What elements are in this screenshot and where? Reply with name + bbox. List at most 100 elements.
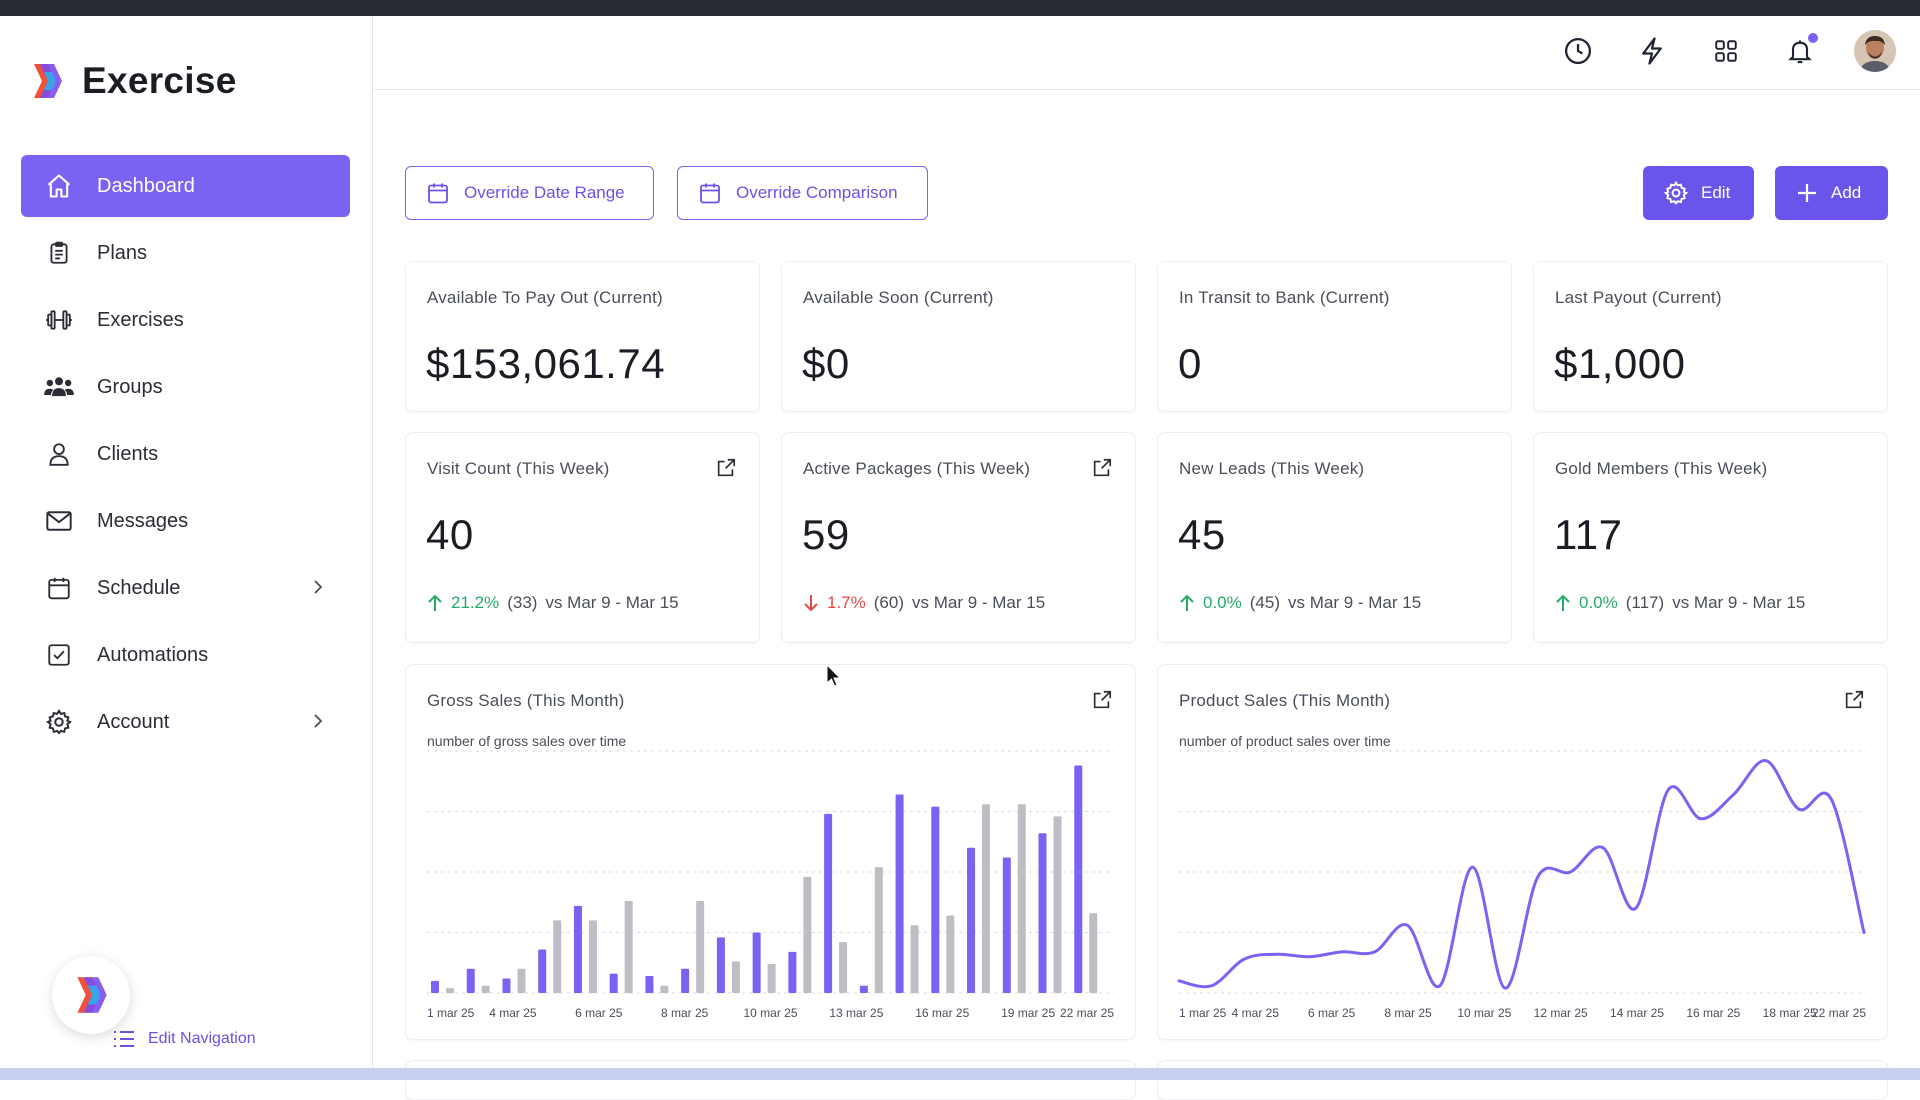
- sidebar-item-schedule[interactable]: Schedule: [21, 557, 350, 619]
- stat-card-value: 40: [426, 511, 474, 558]
- bar-previous: [517, 968, 526, 993]
- bar-current: [431, 980, 439, 993]
- add-button[interactable]: Add: [1775, 166, 1888, 220]
- bar-current: [716, 937, 725, 993]
- quick-actions-button[interactable]: [1632, 31, 1672, 71]
- notifications-button[interactable]: [1780, 31, 1820, 71]
- bar-current: [645, 976, 654, 993]
- x-tick-label: 16 mar 25: [1686, 1006, 1740, 1020]
- sidebar-item-groups[interactable]: Groups: [21, 356, 350, 418]
- edit-button[interactable]: Edit: [1643, 166, 1754, 220]
- apps-button[interactable]: [1706, 31, 1746, 71]
- sidebar-item-label: Schedule: [97, 576, 181, 599]
- bar-current: [824, 813, 833, 993]
- edit-navigation-label: Edit Navigation: [148, 1030, 256, 1047]
- stat-card-in-transit: In Transit to Bank (Current) 0: [1157, 261, 1512, 412]
- bar-previous: [910, 925, 919, 993]
- next-card-partial: [405, 1060, 1136, 1100]
- gross-sales-card: Gross Sales (This Month) number of gross…: [405, 664, 1136, 1040]
- bar-previous: [874, 867, 883, 993]
- product-sales-chart: 1 mar 25 4 mar 25 6 mar 25 8 mar 25 10 mar 2…: [1177, 750, 1866, 1020]
- bar-current: [1002, 857, 1011, 993]
- clipboard-icon: [43, 237, 75, 269]
- sidebar-item-label: Groups: [97, 375, 163, 398]
- top-bar: [374, 16, 1920, 90]
- x-tick-label: 10 mar 25: [743, 1006, 797, 1020]
- user-avatar-icon: [1854, 30, 1896, 72]
- external-link-icon[interactable]: [1091, 689, 1113, 711]
- product-sales-card: Product Sales (This Month) number of pro…: [1157, 664, 1888, 1040]
- x-tick-label: 10 mar 25: [1457, 1006, 1511, 1020]
- edit-navigation-link[interactable]: Edit Navigation: [112, 1029, 256, 1049]
- stat-card-title: Last Payout (Current): [1555, 288, 1722, 307]
- bar-previous: [1017, 804, 1026, 993]
- next-card-partial: [1157, 1060, 1888, 1100]
- sidebar-item-plans[interactable]: Plans: [21, 222, 350, 284]
- browser-toolbar: [0, 0, 1920, 16]
- sidebar-item-clients[interactable]: Clients: [21, 423, 350, 485]
- external-link-icon[interactable]: [715, 457, 737, 479]
- notification-dot: [1808, 33, 1818, 43]
- sidebar-item-dashboard[interactable]: Dashboard: [21, 155, 350, 217]
- bar-previous: [946, 915, 955, 993]
- history-button[interactable]: [1558, 31, 1598, 71]
- stat-card-title: Available To Pay Out (Current): [427, 288, 663, 307]
- bar-previous: [481, 985, 490, 993]
- stat-card-gold-members: Gold Members (This Week) 117 0.0% (117) …: [1533, 432, 1888, 643]
- sidebar-item-account[interactable]: Account: [21, 691, 350, 753]
- override-comparison-button[interactable]: Override Comparison: [677, 166, 928, 220]
- gear-icon: [43, 706, 75, 738]
- stat-card-value: $1,000: [1554, 340, 1686, 387]
- avatar[interactable]: [1854, 30, 1896, 72]
- delta-previous: (33): [507, 593, 538, 612]
- external-link-icon[interactable]: [1843, 689, 1865, 711]
- stat-delta: 21.2% (33) vs Mar 9 - Mar 15: [427, 593, 679, 613]
- sidebar-item-messages[interactable]: Messages: [21, 490, 350, 552]
- chevron-right-icon: [314, 580, 323, 594]
- assistant-button[interactable]: [52, 956, 130, 1034]
- sidebar-item-automations[interactable]: Automations: [21, 624, 350, 686]
- bar-current: [538, 949, 547, 993]
- bar-previous: [1089, 913, 1098, 993]
- brand-logo-icon: [34, 64, 62, 98]
- bell-icon: [1788, 40, 1812, 64]
- sidebar-item-exercises[interactable]: Exercises: [21, 289, 350, 351]
- stat-card-value: $153,061.74: [426, 340, 666, 387]
- bar-current: [788, 951, 797, 993]
- bar-current: [466, 968, 475, 993]
- bar-previous: [767, 963, 776, 993]
- override-date-range-label: Override Date Range: [464, 183, 625, 202]
- stat-card-active-packages: Active Packages (This Week) 59 1.7% (60)…: [781, 432, 1136, 643]
- x-tick-label: 18 mar 25: [1763, 1006, 1817, 1020]
- bar-previous: [553, 920, 562, 993]
- chart-subtitle: number of product sales over time: [1179, 733, 1391, 749]
- sidebar: Exercise Dashboard Plans Exercises Group…: [0, 16, 373, 1068]
- app-logo[interactable]: Exercise: [26, 60, 237, 102]
- chart-title: Gross Sales (This Month): [427, 691, 625, 710]
- dumbbell-icon: [43, 304, 75, 336]
- external-link-icon[interactable]: [1091, 457, 1113, 479]
- stat-card-title: Active Packages (This Week): [803, 459, 1031, 478]
- x-tick-label: 16 mar 25: [915, 1006, 969, 1020]
- brand-logo-icon: [77, 977, 107, 1013]
- override-date-range-button[interactable]: Override Date Range: [405, 166, 654, 220]
- bar-previous: [982, 804, 991, 993]
- sidebar-item-label: Messages: [97, 509, 189, 532]
- x-tick-label: 14 mar 25: [1610, 1006, 1664, 1020]
- arrow-up-icon: [1556, 594, 1570, 611]
- users-icon: [43, 371, 75, 403]
- sidebar-nav: Dashboard Plans Exercises Groups Clients: [21, 155, 350, 758]
- x-tick-label: 8 mar 25: [1384, 1006, 1432, 1020]
- x-tick-label: 6 mar 25: [575, 1006, 623, 1020]
- bar-previous: [660, 985, 669, 993]
- chevron-right-icon: [314, 714, 323, 728]
- bar-previous: [446, 988, 454, 993]
- delta-previous: (45): [1249, 593, 1280, 612]
- gross-sales-chart: 1 mar 25 4 mar 25 6 mar 25 8 mar 25 10 mar 2…: [427, 750, 1114, 1020]
- bottom-scroll-strip: [0, 1068, 1920, 1080]
- sidebar-item-label: Account: [97, 710, 170, 733]
- user-icon: [43, 438, 75, 470]
- sidebar-item-label: Plans: [97, 241, 148, 264]
- stat-card-available-soon: Available Soon (Current) $0: [781, 261, 1136, 412]
- app-name: Exercise: [82, 60, 237, 101]
